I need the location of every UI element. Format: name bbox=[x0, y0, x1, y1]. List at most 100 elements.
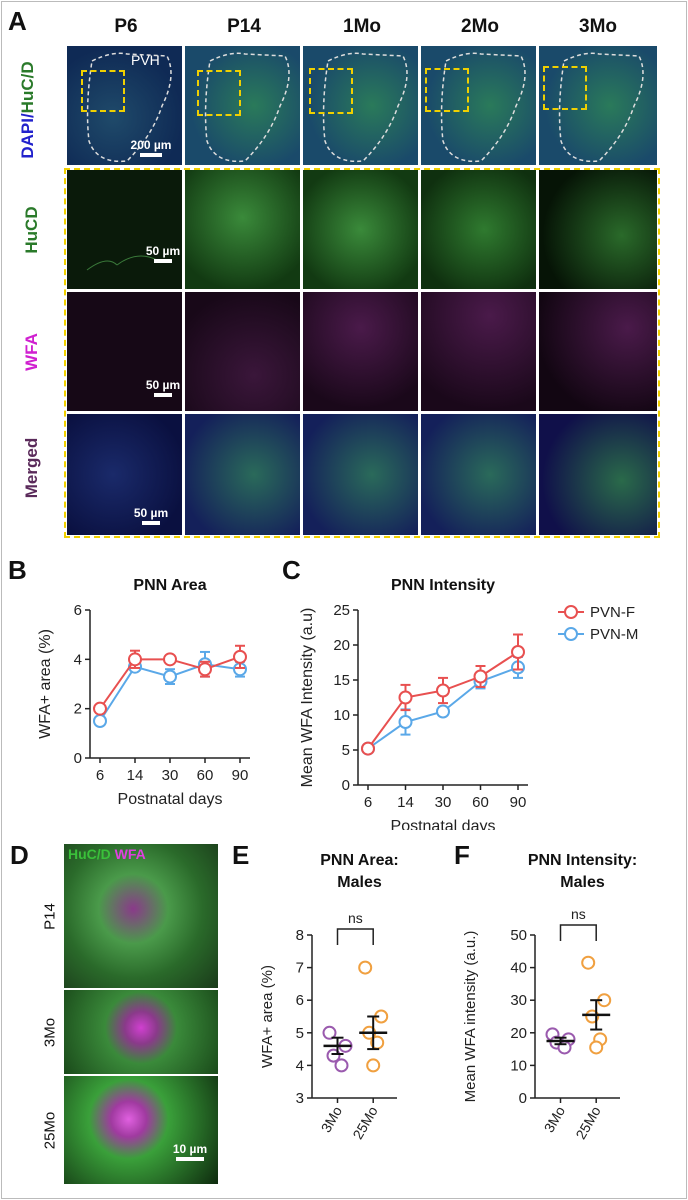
data-point-25mo bbox=[589, 1040, 604, 1055]
significance-bracket bbox=[336, 928, 374, 945]
inset-box-2mo bbox=[425, 68, 469, 112]
x-tick-label: 6 bbox=[96, 767, 104, 784]
significance-bracket bbox=[559, 924, 597, 941]
data-point-3mo bbox=[334, 1058, 349, 1073]
panel-letter-f: F bbox=[454, 840, 470, 870]
row-label-hucd-top: HuC/D bbox=[18, 61, 37, 114]
x-tick-label: 25Mo bbox=[572, 1103, 603, 1142]
y-tick-label: 0 bbox=[74, 750, 82, 767]
merged-image-3mo bbox=[539, 414, 657, 535]
pvh-outline-3mo bbox=[558, 52, 644, 163]
data-point-pvn-m bbox=[436, 704, 450, 719]
x-tick-label: 90 bbox=[232, 767, 249, 784]
scale-text-200um: 200 µm bbox=[130, 138, 172, 152]
data-point-pvn-f bbox=[511, 645, 525, 659]
y-tick-label: 4 bbox=[296, 1057, 304, 1074]
y-tick-label: 15 bbox=[333, 672, 350, 689]
hucd-image-3mo bbox=[539, 170, 657, 289]
legend-marker bbox=[564, 605, 578, 619]
row-label-merged: Merged bbox=[22, 437, 41, 499]
x-axis-label: Postnatal days bbox=[118, 791, 223, 808]
y-tick-label: 7 bbox=[296, 960, 304, 977]
chart-b: PNN Area 0 2 4 6 6 14 30 60 90 Postnatal days WFA+ … bbox=[37, 577, 250, 808]
panel-d-row-label-25mo: 25Mo bbox=[41, 1111, 59, 1150]
panel-letter-c: C bbox=[282, 555, 301, 585]
x-tick-label: 25Mo bbox=[349, 1103, 380, 1142]
data-point-25mo bbox=[581, 955, 596, 970]
scale-text-10um: 10 µm bbox=[172, 1142, 208, 1156]
chart-title: PNN Intensity bbox=[391, 577, 495, 594]
data-point-pvn-f bbox=[361, 741, 375, 756]
data-point-pvn-f bbox=[233, 649, 247, 664]
x-tick-label: 60 bbox=[472, 794, 489, 811]
x-tick-label: 14 bbox=[397, 794, 414, 811]
wfa-image-p6: 50 µm bbox=[67, 292, 182, 411]
panel-d-legend: HuC/D WFA bbox=[68, 846, 146, 862]
panel-letter-d: D bbox=[10, 840, 29, 870]
data-point-pvn-f bbox=[473, 669, 488, 684]
y-axis-label: WFA+ area (%) bbox=[259, 965, 276, 1068]
data-point-pvn-m bbox=[163, 669, 177, 684]
panel-letter-a: A bbox=[8, 6, 27, 36]
column-title-1mo: 1Mo bbox=[343, 16, 381, 37]
x-tick-label: 90 bbox=[510, 794, 527, 811]
panel-d-label-wfa: WFA bbox=[114, 846, 146, 862]
data-point-pvn-f bbox=[93, 701, 107, 716]
scale-bar-50um-merged: 50 µm bbox=[131, 506, 171, 525]
data-point-25mo bbox=[358, 960, 373, 975]
panel-letter-b: B bbox=[8, 555, 27, 585]
x-tick-label: 6 bbox=[364, 794, 372, 811]
chart-title-line1: PNN Intensity: bbox=[528, 852, 637, 869]
x-tick-label: 60 bbox=[197, 767, 214, 784]
pvh-outline-p14 bbox=[204, 52, 290, 163]
chart-e: PNN Area: Males 3 4 5 6 7 8 WFA+ area (%) ns 3Mo 25… bbox=[259, 852, 399, 1142]
hucd-image-p14 bbox=[185, 170, 300, 289]
chart-title: PNN Area bbox=[133, 577, 206, 594]
y-tick-label: 5 bbox=[296, 1025, 304, 1042]
inset-box-3mo bbox=[543, 66, 587, 110]
panel-d-image-3mo bbox=[64, 990, 218, 1074]
x-tick-label: 30 bbox=[162, 767, 179, 784]
scale-bar-200um: 200 µm bbox=[121, 138, 181, 157]
hucd-image-2mo bbox=[421, 170, 536, 289]
panel-d-image-25mo: 10 µm bbox=[64, 1076, 218, 1184]
scale-bar-10um: 10 µm bbox=[164, 1142, 216, 1161]
y-tick-label: 3 bbox=[296, 1090, 304, 1107]
y-axis-label: Mean WFA intensity (a.u.) bbox=[462, 931, 479, 1103]
chart-c: PNN Intensity 0 5 10 15 20 25 6 14 30 60 90 Postnata… bbox=[299, 577, 638, 830]
y-tick-label: 20 bbox=[333, 637, 350, 654]
data-point-pvn-f bbox=[436, 683, 450, 698]
pvh-outline-1mo bbox=[322, 52, 408, 163]
legend-marker bbox=[564, 627, 578, 641]
y-tick-label: 8 bbox=[296, 927, 304, 944]
inset-box-p14 bbox=[197, 70, 241, 116]
data-point-pvn-m bbox=[93, 714, 107, 728]
y-axis-label: WFA+ area (%) bbox=[37, 629, 54, 739]
x-tick-label: 3Mo bbox=[541, 1103, 569, 1135]
y-tick-label: 4 bbox=[74, 651, 82, 668]
panel-letter-e: E bbox=[232, 840, 250, 870]
merged-image-p6: 50 µm bbox=[67, 414, 182, 535]
pvh-outline-p6 bbox=[86, 52, 172, 163]
wfa-image-3mo bbox=[539, 292, 657, 411]
column-title-p14: P14 bbox=[227, 16, 261, 37]
x-tick-label: 3Mo bbox=[318, 1103, 346, 1135]
y-tick-label: 5 bbox=[342, 742, 350, 759]
y-tick-label: 10 bbox=[333, 707, 350, 724]
scale-text-50um-hucd: 50 µm bbox=[145, 244, 181, 258]
column-title-p6: P6 bbox=[114, 16, 138, 37]
pvh-outline-2mo bbox=[440, 52, 526, 163]
y-tick-label: 0 bbox=[519, 1090, 527, 1107]
row-label-dapi: DAPI/ bbox=[18, 113, 37, 159]
y-tick-label: 2 bbox=[74, 701, 82, 718]
pvh-label: PVH bbox=[131, 52, 160, 68]
merged-image-1mo bbox=[303, 414, 418, 535]
overview-image-2mo bbox=[421, 46, 536, 165]
wfa-image-2mo bbox=[421, 292, 536, 411]
row-label-wfa: WFA bbox=[22, 333, 41, 371]
y-axis-label: Mean WFA Intensity (a.u) bbox=[299, 608, 316, 788]
x-tick-label: 30 bbox=[435, 794, 452, 811]
scale-bar-50um-wfa: 50 µm bbox=[145, 378, 181, 397]
data-point-pvn-f bbox=[198, 662, 212, 677]
row-label-dapi-hucd: DAPI/HuC/D bbox=[18, 50, 38, 170]
